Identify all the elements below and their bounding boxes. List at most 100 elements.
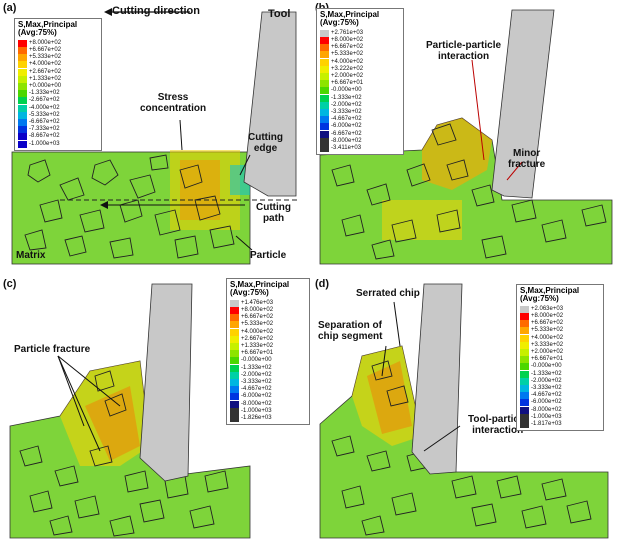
legend-value: -8.000e+02 [241,400,272,407]
panel-c-label: (c) [3,278,17,290]
panel-a-figure [11,8,300,265]
legend-swatch [230,335,239,343]
legend-row: +8.000e+02 [320,37,400,45]
serrated-chip-label: Serrated chip [356,288,420,299]
legend-value: +8.000e+02 [29,39,62,46]
legend-swatch [320,58,329,66]
legend-d-title: S,Max,Principal (Avg:75%) [520,286,580,304]
legend-value: -3.333e+02 [531,384,562,391]
legend-value: +6.667e+01 [331,80,364,87]
legend-swatch [230,328,239,336]
legend-row: +2.000e+02 [520,349,600,356]
legend-row: +4.000e+02 [520,334,600,342]
legend-row: -6.667e+02 [18,118,98,126]
legend-swatch [230,350,239,358]
legend-row: +6.667e+01 [230,350,306,358]
legend-swatch [520,413,529,421]
legend-value: -0.000e+00 [531,363,562,370]
legend-swatch [18,61,27,69]
legend-a: S,Max,Principal (Avg:75%) +8.000e+02 +6.6… [14,18,102,151]
legend-b: S,Max,Principal (Avg:75%) +2.761e+03 +8.0… [316,8,404,155]
legend-value: +6.667e+02 [331,44,364,51]
legend-value: -2.000e+02 [331,101,362,108]
legend-swatch [320,87,329,95]
legend-value: +8.000e+02 [241,307,274,314]
legend-value: -3.333e+02 [331,108,362,115]
legend-value: -6.000e+02 [331,123,362,130]
legend-value: -8.000e+02 [531,406,562,413]
panel-a: (a) Cutting direction Tool Stress concen… [0,0,306,270]
legend-value: -0.000e+00 [331,87,362,94]
legend-value: +5.333e+02 [331,51,364,58]
legend-swatch [230,364,239,372]
legend-row: +1.476e+03 [230,299,306,307]
legend-value: +1.333e+02 [241,343,274,349]
legend-swatch [520,327,529,335]
legend-swatch [320,73,329,80]
legend-value: +4.000e+02 [29,61,62,68]
legend-row: -1.000e+03 [520,413,600,421]
legend-row: -0.000e+00 [520,363,600,371]
legend-row: -3.333e+02 [320,108,400,116]
legend-row: -6.000e+02 [320,123,400,131]
particle-label: Particle [250,250,287,261]
panel-c: (c) Particle fracture S,Max,Principal (A… [0,276,310,546]
legend-row: +4.000e+02 [230,328,306,336]
panel-a-label: (a) [3,2,17,14]
legend-swatch [18,97,27,105]
legend-value: -1.333e+02 [241,364,272,371]
legend-value: +3.222e+02 [331,65,364,72]
legend-value: +2.667e+02 [29,68,62,75]
panel-d-figure [319,283,609,539]
legend-value: -8.667e+02 [29,133,60,140]
tool-label: Tool [268,8,291,20]
legend-swatch [520,356,529,364]
legend-row: -5.333e+02 [18,111,98,119]
legend-swatch [520,305,529,313]
legend-value: +1.333e+02 [29,75,62,82]
legend-swatch [320,29,329,37]
legend-row: -7.333e+02 [18,126,98,134]
legend-swatch [320,65,329,73]
legend-row: +5.333e+02 [320,51,400,59]
legend-value: -1.333e+02 [29,90,60,97]
legend-swatch [320,44,329,52]
legend-row: -1.817e+03 [520,420,600,428]
legend-swatch [18,75,27,83]
legend-row: +2.063e+03 [520,305,600,313]
legend-swatch [230,357,239,365]
legend-value: -0.000e+00 [241,357,272,364]
legend-swatch [520,320,529,328]
legend-swatch [520,392,529,400]
legend-swatch [320,137,329,145]
legend-value: -6.000e+02 [241,393,272,400]
legend-row: -8.000e+02 [230,400,306,408]
legend-swatch [520,341,529,349]
legend-d-rows: +2.063e+03 +8.000e+02 +6.667e+02 +5.333e+02… [520,305,600,428]
legend-value: -1.000e+03 [531,413,562,420]
legend-swatch [230,386,239,394]
legend-value: +8.000e+02 [331,37,364,44]
legend-value: -4.667e+02 [241,386,272,393]
legend-value: +2.000e+02 [531,349,564,355]
legend-swatch [520,334,529,342]
legend-value: -8.000e+02 [331,137,362,144]
legend-c: S,Max,Principal (Avg:75%) +1.476e+03 +8.0… [226,278,310,425]
legend-value: -1.333e+02 [531,370,562,377]
legend-value: -6.667e+02 [331,130,362,137]
cutting-direction-label: Cutting direction [112,5,200,17]
legend-row: -0.000e+00 [320,87,400,95]
legend-row: +4.000e+02 [320,58,400,66]
panel-b: (b) Particle-particle interaction Minor … [312,0,618,270]
legend-swatch [230,378,239,386]
legend-swatch [520,349,529,356]
legend-value: -1.000e+03 [29,140,60,147]
legend-swatch [18,118,27,126]
legend-value: +4.000e+02 [331,58,364,65]
legend-row: -1.000e+03 [18,140,98,148]
legend-row: -3.333e+02 [230,378,306,386]
legend-value: +6.667e+01 [241,350,274,357]
legend-value: +0.000e+00 [29,83,62,89]
legend-swatch [320,116,329,124]
legend-value: +2.667e+02 [241,335,274,342]
